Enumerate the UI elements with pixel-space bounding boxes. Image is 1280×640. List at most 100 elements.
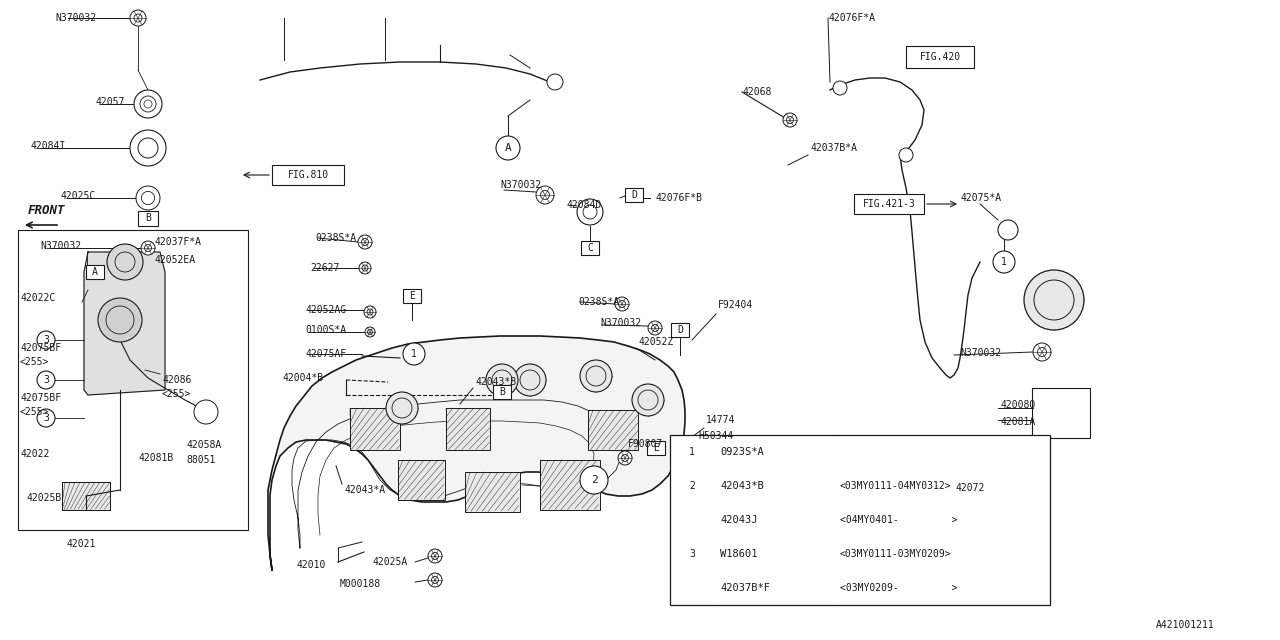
Bar: [273, 165, 344, 185]
Text: A421001211: A421001211: [1156, 620, 1215, 630]
Text: 42075AF: 42075AF: [305, 349, 346, 359]
Text: 3: 3: [44, 335, 49, 345]
Text: 42058A: 42058A: [186, 440, 221, 450]
Text: 42057: 42057: [95, 97, 124, 107]
Circle shape: [993, 251, 1015, 273]
Text: 0100S*A: 0100S*A: [305, 325, 346, 335]
Text: <03MY0111-04MY0312>: <03MY0111-04MY0312>: [840, 481, 951, 491]
Text: 42052AG: 42052AG: [305, 305, 346, 315]
Text: 0923S*A: 0923S*A: [721, 447, 764, 457]
Text: 42037B*A: 42037B*A: [810, 143, 858, 153]
Circle shape: [131, 130, 166, 166]
Text: 3: 3: [44, 375, 49, 385]
Text: 42043*A: 42043*A: [344, 485, 385, 495]
Text: <255>: <255>: [163, 389, 192, 399]
Circle shape: [515, 364, 547, 396]
Circle shape: [365, 327, 375, 337]
Circle shape: [536, 186, 554, 204]
Polygon shape: [268, 336, 685, 570]
Text: FIG.810: FIG.810: [288, 170, 329, 180]
Text: W18601: W18601: [721, 549, 758, 559]
Text: 88051: 88051: [186, 455, 215, 465]
Bar: [349, 408, 401, 450]
Text: 22627: 22627: [310, 263, 339, 273]
Circle shape: [131, 10, 146, 26]
Circle shape: [108, 244, 143, 280]
Text: 42052EA: 42052EA: [154, 255, 195, 265]
Text: 42022: 42022: [20, 449, 50, 459]
Text: FRONT: FRONT: [28, 204, 65, 216]
Bar: [1032, 388, 1091, 438]
Circle shape: [37, 409, 55, 427]
Text: 42084D: 42084D: [566, 200, 602, 210]
Text: <255>: <255>: [20, 407, 50, 417]
Text: 42037F*A: 42037F*A: [154, 237, 201, 247]
Text: C: C: [588, 243, 593, 253]
Text: N370032: N370032: [600, 318, 641, 328]
Text: 42086: 42086: [163, 375, 192, 385]
Text: B: B: [145, 213, 151, 223]
Polygon shape: [84, 252, 165, 395]
Text: 42008Q: 42008Q: [1000, 400, 1036, 410]
Circle shape: [134, 90, 163, 118]
Text: 42076F*B: 42076F*B: [655, 193, 701, 203]
Bar: [540, 460, 600, 510]
Bar: [61, 482, 110, 510]
Text: B: B: [499, 387, 504, 397]
Bar: [646, 441, 666, 455]
Text: N370032: N370032: [40, 241, 81, 251]
Text: H50344: H50344: [698, 431, 733, 441]
Text: 0238S*A: 0238S*A: [315, 233, 356, 243]
Text: 42037B*F: 42037B*F: [721, 583, 771, 593]
Circle shape: [648, 321, 662, 335]
Circle shape: [783, 113, 797, 127]
Circle shape: [497, 136, 520, 160]
Text: <03MY0209-         >: <03MY0209- >: [840, 583, 957, 593]
Text: D: D: [631, 190, 637, 200]
Text: 42025A: 42025A: [372, 557, 407, 567]
Bar: [854, 194, 924, 214]
Text: N370032: N370032: [55, 13, 96, 23]
Text: 2: 2: [590, 475, 598, 485]
Text: 42075BF: 42075BF: [20, 393, 61, 403]
Text: 42068: 42068: [742, 87, 772, 97]
Circle shape: [833, 81, 847, 95]
Text: N370032: N370032: [500, 180, 541, 190]
Bar: [669, 435, 1050, 605]
Bar: [86, 265, 104, 279]
Circle shape: [136, 186, 160, 210]
Circle shape: [684, 477, 701, 495]
Bar: [465, 472, 520, 512]
Circle shape: [614, 297, 628, 311]
Circle shape: [899, 148, 913, 162]
Text: 42021: 42021: [67, 539, 96, 549]
Text: FIG.421-3: FIG.421-3: [863, 199, 915, 209]
Text: A: A: [92, 267, 99, 277]
Text: 42075BF: 42075BF: [20, 343, 61, 353]
Circle shape: [358, 262, 371, 274]
Text: 42025C: 42025C: [60, 191, 95, 201]
Text: 42052Z: 42052Z: [637, 337, 673, 347]
Text: <04MY0401-         >: <04MY0401- >: [840, 515, 957, 525]
Text: 42043*B: 42043*B: [721, 481, 764, 491]
Text: 2: 2: [689, 481, 695, 491]
Circle shape: [998, 478, 1018, 498]
Text: F90807: F90807: [628, 439, 663, 449]
Text: 42010: 42010: [296, 560, 325, 570]
Text: 42043J: 42043J: [721, 515, 758, 525]
Circle shape: [358, 235, 372, 249]
Text: 3: 3: [689, 549, 695, 559]
Bar: [493, 385, 511, 399]
Text: E: E: [653, 443, 659, 453]
Bar: [445, 408, 490, 450]
Circle shape: [577, 199, 603, 225]
Text: 42081A: 42081A: [1000, 417, 1036, 427]
Circle shape: [99, 298, 142, 342]
Text: M000188: M000188: [340, 579, 381, 589]
Circle shape: [37, 371, 55, 389]
Circle shape: [1024, 270, 1084, 330]
Text: FIG.420: FIG.420: [919, 52, 960, 62]
Text: 3: 3: [44, 413, 49, 423]
Text: 42004*B: 42004*B: [282, 373, 323, 383]
Text: 1: 1: [1001, 257, 1007, 267]
